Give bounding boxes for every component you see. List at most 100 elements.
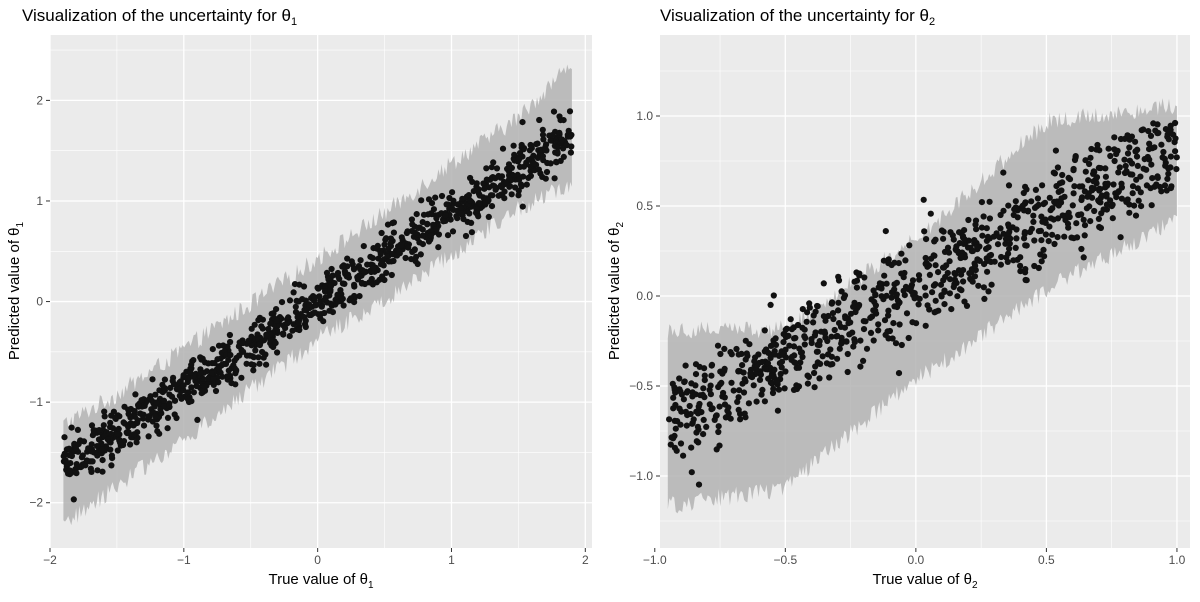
data-point — [764, 360, 772, 367]
data-point — [488, 203, 496, 210]
data-point — [540, 136, 547, 143]
data-point — [1102, 165, 1109, 172]
data-point — [138, 397, 145, 404]
data-point — [692, 382, 699, 389]
data-point — [803, 318, 810, 325]
data-point — [680, 452, 687, 459]
data-point — [523, 181, 530, 188]
data-point — [1110, 181, 1117, 188]
data-point — [938, 292, 945, 299]
data-point — [164, 414, 172, 421]
data-point — [73, 470, 80, 477]
data-point — [1086, 203, 1093, 210]
data-point — [701, 377, 708, 384]
data-point — [1150, 120, 1157, 127]
data-point — [1121, 156, 1128, 163]
panel-title: Visualization of the uncertainty for θ1 — [22, 6, 297, 28]
data-point — [915, 272, 923, 279]
data-point — [961, 236, 968, 243]
data-point — [984, 268, 991, 275]
panel-title: Visualization of the uncertainty for θ2 — [660, 6, 935, 28]
data-point — [294, 314, 301, 321]
data-point — [860, 357, 867, 364]
data-point — [284, 320, 291, 327]
data-point — [449, 189, 456, 196]
data-point — [70, 496, 77, 503]
data-point — [827, 346, 834, 353]
data-point — [894, 297, 902, 304]
data-point — [252, 347, 259, 354]
data-point — [1080, 254, 1087, 261]
data-point — [708, 361, 716, 368]
data-point — [893, 279, 901, 286]
data-point — [721, 365, 728, 372]
data-point — [974, 244, 981, 251]
data-point — [940, 277, 947, 284]
data-point — [880, 296, 887, 303]
data-point — [409, 221, 416, 228]
data-point — [922, 254, 929, 262]
data-point — [483, 176, 490, 183]
data-point — [1069, 202, 1076, 209]
data-point — [831, 326, 838, 334]
data-point — [903, 310, 911, 317]
x-tick-label: 0 — [314, 553, 321, 567]
data-point — [889, 335, 896, 342]
data-point — [462, 232, 470, 240]
data-point — [811, 369, 818, 377]
data-point — [273, 317, 281, 324]
data-point — [474, 187, 481, 194]
data-point — [972, 262, 979, 269]
data-point — [891, 259, 898, 266]
data-point — [695, 481, 703, 488]
data-point — [378, 229, 385, 237]
data-point — [1071, 156, 1079, 164]
data-point — [201, 383, 208, 390]
data-point — [1070, 235, 1077, 242]
data-point — [868, 296, 875, 303]
data-point — [127, 441, 134, 448]
data-point — [495, 172, 502, 180]
data-point — [383, 269, 390, 276]
data-point — [208, 370, 215, 377]
data-point — [902, 257, 909, 264]
data-point — [567, 149, 575, 156]
data-point — [836, 345, 843, 352]
data-point — [898, 341, 905, 349]
data-point — [928, 255, 935, 262]
data-point — [880, 257, 888, 264]
data-point — [1162, 162, 1169, 169]
data-point — [682, 362, 689, 369]
data-point — [1020, 207, 1028, 214]
data-point — [799, 306, 806, 313]
data-point — [1086, 160, 1093, 168]
data-point — [101, 413, 108, 420]
data-point — [1013, 235, 1020, 242]
data-point — [280, 330, 287, 337]
x-tick-label: −1 — [177, 553, 191, 567]
data-point — [108, 462, 115, 469]
data-point — [1041, 199, 1049, 206]
data-point — [844, 368, 851, 376]
data-point — [1148, 202, 1155, 209]
data-point — [565, 127, 572, 134]
data-point — [1038, 213, 1045, 220]
data-point — [381, 241, 388, 248]
data-point — [986, 215, 994, 222]
data-point — [329, 272, 336, 279]
data-point — [1133, 147, 1140, 155]
data-point — [171, 397, 179, 404]
data-point — [981, 295, 988, 302]
data-point — [1039, 218, 1046, 225]
data-point — [411, 247, 418, 254]
data-point — [100, 422, 107, 429]
data-point — [699, 391, 706, 398]
data-point — [671, 384, 678, 391]
y-tick-label: 2 — [36, 93, 43, 107]
data-point — [533, 141, 540, 148]
data-point — [1023, 186, 1030, 193]
data-point — [508, 191, 515, 198]
uncertainty-band — [667, 98, 1177, 514]
data-point — [941, 301, 948, 308]
data-point — [1147, 185, 1154, 192]
